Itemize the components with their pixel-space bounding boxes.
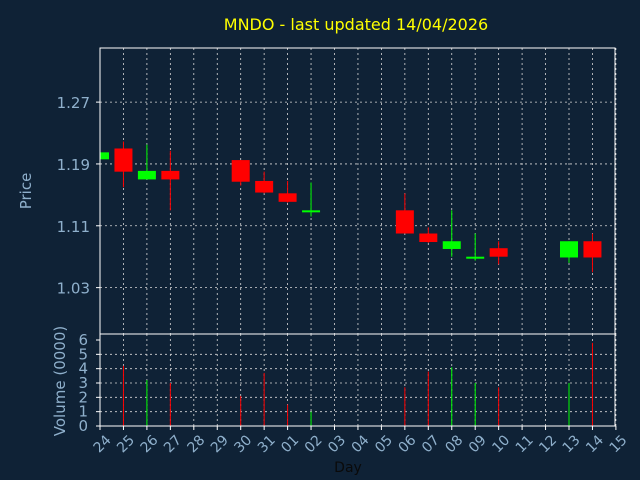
x-tick-label: 03 <box>325 432 349 456</box>
volume-grid <box>99 334 617 426</box>
x-tick-label: 31 <box>255 432 279 456</box>
volume-tick-label: 0 <box>78 417 88 435</box>
x-tick-label: 15 <box>607 432 631 456</box>
x-tick-label: 04 <box>349 432 373 456</box>
candle-body <box>583 241 602 258</box>
candle-body <box>231 160 250 182</box>
volume-tick-label: 3 <box>78 374 88 392</box>
x-tick-label: 11 <box>513 432 537 456</box>
price-axis: 1.27 1.19 1.11 1.03 <box>57 94 100 298</box>
x-tick-label: 13 <box>560 432 584 456</box>
candle-body <box>489 248 508 257</box>
volume-tick-label: 5 <box>78 345 88 363</box>
x-tick-label: 10 <box>489 432 513 456</box>
volume-panel-frame <box>99 333 616 427</box>
candle-body <box>442 241 461 249</box>
candle-body <box>278 193 297 202</box>
price-tick-label: 1.11 <box>57 218 90 236</box>
x-tick-label: 06 <box>396 432 420 456</box>
candle-body <box>466 256 485 259</box>
x-tick-label: 07 <box>419 432 443 456</box>
y-axis-label: Price <box>17 173 35 210</box>
x-tick-label: 25 <box>114 432 138 456</box>
x-axis-label: Day <box>334 460 362 476</box>
x-tick-label: 14 <box>583 432 607 456</box>
volume-tick-label: 6 <box>78 331 88 349</box>
x-tick-label: 05 <box>372 432 396 456</box>
candle-body <box>161 170 180 180</box>
price-panel-frame <box>99 47 616 335</box>
volume-tick-label: 1 <box>78 403 88 421</box>
x-tick-label: 02 <box>302 432 326 456</box>
x-tick-label: 28 <box>184 432 208 456</box>
volume-tick-label: 4 <box>78 360 88 378</box>
candle-body <box>560 241 578 258</box>
x-tick-label: 27 <box>161 432 185 456</box>
x-tick-label: 26 <box>138 432 162 456</box>
price-tick-label: 1.27 <box>57 94 90 112</box>
candle-body <box>419 233 438 243</box>
x-tick-label: 29 <box>208 432 232 456</box>
x-tick-label: 01 <box>278 432 302 456</box>
price-tick-label: 1.19 <box>57 156 90 174</box>
price-grid <box>99 48 617 334</box>
x-tick-label: 08 <box>442 432 466 456</box>
x-tick-label: 30 <box>231 432 255 456</box>
x-tick-label: 09 <box>466 432 490 456</box>
candle-body <box>395 210 414 234</box>
volume-axis-label: Volume (0000) <box>51 326 69 436</box>
candle-body <box>255 180 274 193</box>
candle-body <box>137 170 156 180</box>
candle-body <box>114 148 133 172</box>
volume-bars <box>99 342 593 426</box>
x-tick-label: 12 <box>536 432 560 456</box>
chart-title: MNDO - last updated 14/04/2026 <box>224 15 488 34</box>
volume-tick-label: 2 <box>78 388 88 406</box>
price-tick-label: 1.03 <box>57 280 90 298</box>
price-candles <box>99 141 602 273</box>
day-axis: 24 25 26 27 28 29 30 31 01 02 03 04 05 06 07 08 09 10 11 12… <box>91 426 631 456</box>
candle-body <box>100 152 109 160</box>
x-tick-label: 24 <box>91 432 115 456</box>
candle-body <box>302 210 321 213</box>
